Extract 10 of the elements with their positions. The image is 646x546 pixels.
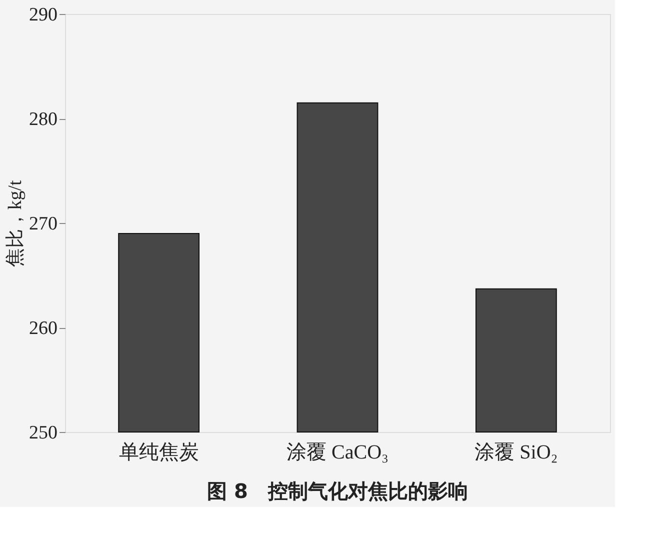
y-tick-label: 260 [29,318,58,339]
y-tick-label: 280 [29,109,58,130]
x-tick-label: 涂覆 CaCO₃ [286,442,388,464]
y-tick-label: 290 [29,4,58,26]
y-tick-label: 270 [29,214,58,234]
y-axis-title: 焦比，kg/t [5,180,26,267]
x-tick-label: 单纯焦炭 [118,442,199,464]
text: 图 8 控制气化对焦比的影响 [207,479,468,503]
y-tick-label: 250 [29,422,58,444]
x-tick-label: 涂覆 SiO₂ [474,442,558,464]
